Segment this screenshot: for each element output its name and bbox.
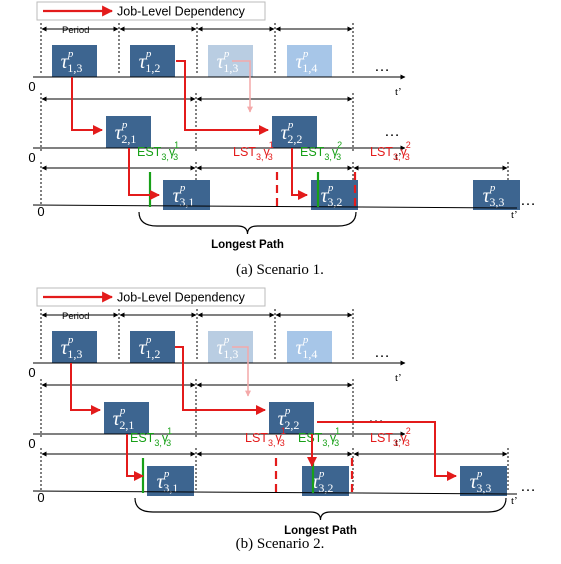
- job-rect: [473, 180, 520, 210]
- time-label: t’: [395, 86, 402, 98]
- job-box: τp 1,2: [130, 45, 175, 77]
- est-label: EST3,γ1 3: [130, 426, 172, 448]
- scenario-2: Job-Level Dependency Period τp 1,3 τp 1,2 τp 1,…: [28, 287, 536, 552]
- dependency-arrow: [317, 421, 457, 481]
- job-rect: [460, 466, 507, 496]
- job-label: τp 2,1: [115, 119, 137, 146]
- job-label: τp 1,3: [61, 48, 83, 75]
- job-rect: [106, 116, 151, 148]
- dependency-arrow: [126, 434, 144, 481]
- job-label: τp 1,3: [61, 334, 83, 361]
- time-label: t’: [395, 372, 402, 384]
- job-label: τp 1,2: [139, 48, 161, 75]
- dependency-arrow: [71, 77, 103, 135]
- job-box: τp 1,3: [52, 331, 97, 363]
- job-rect: [287, 45, 332, 77]
- time-label: t’: [511, 209, 518, 221]
- job-label: τp 1,4: [296, 334, 318, 361]
- period-label: Period: [62, 25, 89, 36]
- job-box: τp 1,3: [52, 45, 97, 77]
- ellipsis: …: [374, 58, 390, 75]
- period-label: Period: [62, 311, 89, 322]
- longest-path-brace: [134, 497, 507, 521]
- est-label: EST3,γ1 3: [137, 140, 179, 162]
- job-box: τp 2,2: [269, 402, 314, 434]
- caption: (b) Scenario 2.: [236, 536, 325, 552]
- job-label: τp 1,3: [217, 334, 239, 361]
- lst-label: LST3,γ2 3: [370, 426, 411, 448]
- faded-dependency-arrow: [232, 60, 253, 113]
- job-rect: [52, 45, 97, 77]
- job-rect: [147, 466, 194, 496]
- job-box: τp 1,2: [130, 331, 175, 363]
- longest-path-brace: [138, 211, 357, 235]
- job-box: τp 3,3: [460, 466, 507, 496]
- job-label: τp 2,2: [278, 405, 300, 432]
- time-label: t’: [511, 495, 518, 507]
- dependency-arrow: [70, 363, 101, 415]
- dependency-arrow: [175, 346, 266, 415]
- job-box: τp 3,1: [147, 466, 194, 496]
- job-rect: [269, 402, 314, 434]
- longest-path-label: Longest Path: [284, 525, 357, 537]
- origin-label: 0: [28, 436, 35, 451]
- job-rect: [130, 45, 175, 77]
- job-label: τp 3,3: [483, 182, 505, 209]
- job-box: τp 1,4: [287, 331, 332, 363]
- origin-label: 0: [37, 204, 44, 219]
- time-label: t’: [395, 151, 402, 163]
- faded-dependency-arrow: [232, 346, 251, 397]
- job-rect: [52, 331, 97, 363]
- time-axis: [32, 204, 518, 209]
- job-rect: [302, 466, 349, 496]
- lst-label: LST3,γ1 3: [245, 426, 286, 448]
- est-label: EST3,γ2 3: [300, 140, 342, 162]
- ellipsis: …: [384, 123, 400, 140]
- ellipsis: …: [520, 478, 536, 495]
- origin-label: 0: [37, 490, 44, 505]
- caption: (a) Scenario 1.: [236, 262, 324, 278]
- legend-box: [36, 287, 266, 307]
- ellipsis: …: [368, 409, 384, 426]
- dependency-arrow: [128, 148, 160, 200]
- job-box: τp 3,2: [302, 466, 349, 496]
- job-label: τp 1,4: [296, 48, 318, 75]
- job-label: τp 2,2: [281, 119, 303, 146]
- job-box: τp 2,1: [104, 402, 149, 434]
- job-rect: [287, 331, 332, 363]
- job-box: τp 2,2: [272, 116, 317, 148]
- time-axis: [32, 490, 518, 495]
- job-box: τp 2,1: [106, 116, 151, 148]
- ellipsis: …: [374, 344, 390, 361]
- scenario-1: Job-Level Dependency Period τp 1,3 τp 1,2 τp 1,…: [28, 1, 536, 278]
- job-rect: [272, 116, 317, 148]
- job-label: τp 1,3: [217, 48, 239, 75]
- dependency-arrow: [176, 60, 269, 135]
- dependency-arrow: [291, 148, 308, 200]
- job-label: τp 3,3: [470, 468, 492, 495]
- lst-label: LST3,γ2 3: [370, 140, 411, 162]
- job-label: τp 1,2: [139, 334, 161, 361]
- job-label: τp 2,1: [113, 405, 135, 432]
- job-rect: [163, 180, 210, 210]
- origin-label: 0: [28, 150, 35, 165]
- longest-path-label: Longest Path: [211, 239, 284, 251]
- time-label: t’: [395, 437, 402, 449]
- origin-label: 0: [28, 79, 35, 94]
- legend-label: Job-Level Dependency: [117, 291, 246, 305]
- job-rect: [130, 331, 175, 363]
- job-label: τp 3,2: [312, 468, 334, 495]
- job-rect: [104, 402, 149, 434]
- est-label: EST3,γ1 3: [298, 426, 340, 448]
- origin-label: 0: [28, 365, 35, 380]
- legend-label: Job-Level Dependency: [117, 5, 246, 19]
- legend-box: [36, 1, 266, 21]
- job-box: τp 3,3: [473, 180, 520, 210]
- ellipsis: …: [520, 192, 536, 209]
- job-box: τp 1,4: [287, 45, 332, 77]
- lst-label: LST3,γ1 3: [233, 140, 274, 162]
- job-label: τp 3,2: [321, 182, 343, 209]
